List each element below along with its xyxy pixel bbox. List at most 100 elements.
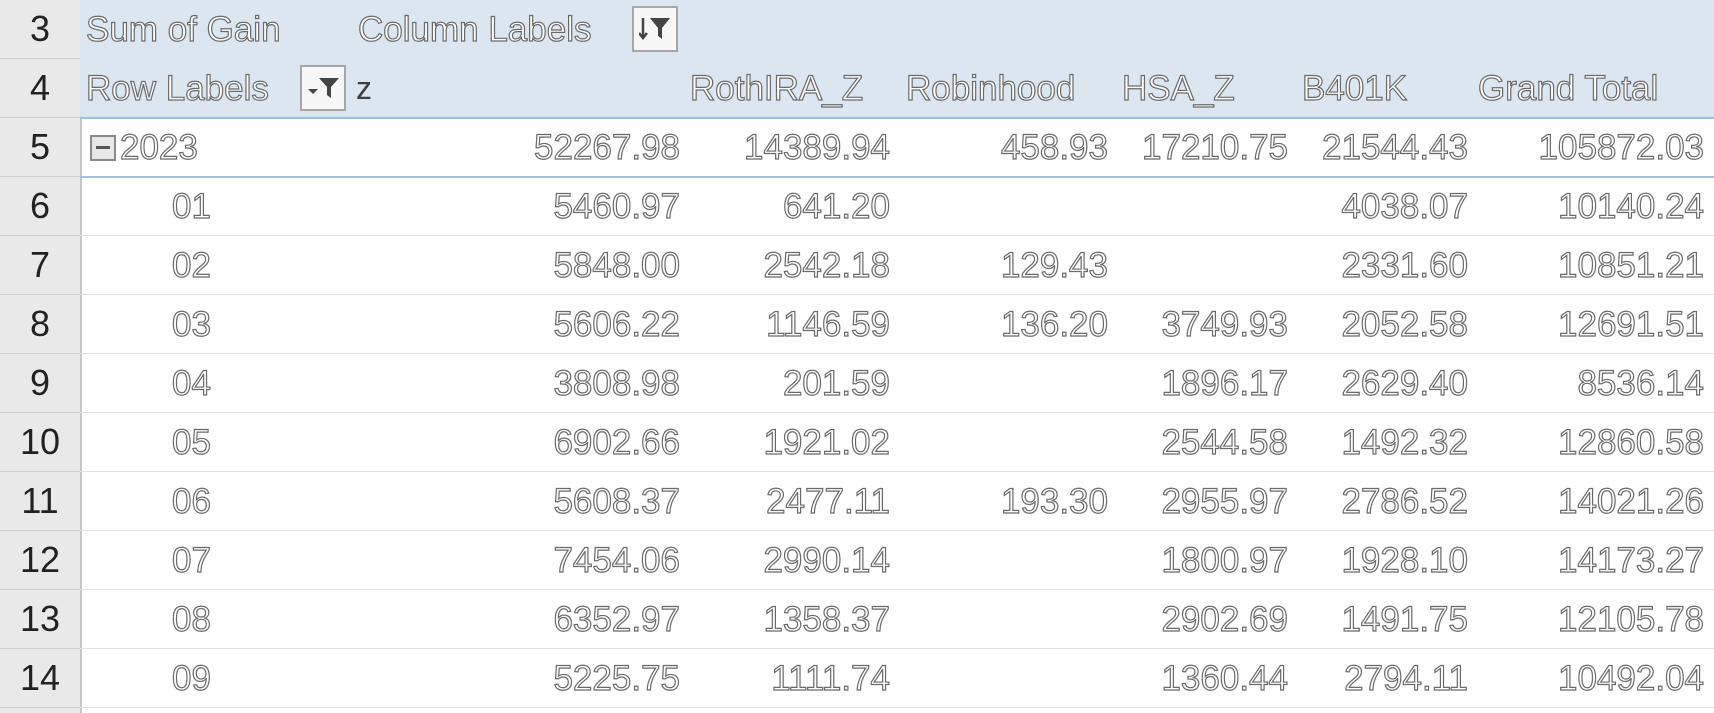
table-cell[interactable]: 2052.58 <box>1341 304 1468 344</box>
table-cell[interactable]: 1492.32 <box>1341 422 1468 462</box>
table-cell[interactable]: 1928.10 <box>1341 540 1468 580</box>
month-label[interactable]: 02 <box>172 245 212 285</box>
table-cell[interactable]: 5606.22 <box>553 304 680 344</box>
table-cell[interactable]: 201.59 <box>782 363 890 403</box>
column-header-rothira[interactable]: RothIRA_Z <box>690 68 864 108</box>
row-field-z[interactable]: z <box>356 70 372 106</box>
row-number[interactable]: 3 <box>0 0 80 59</box>
table-row: 12 07 7454.06 2990.14 1800.97 1928.10 14… <box>0 531 1714 590</box>
table-cell[interactable]: 6902.66 <box>553 422 680 462</box>
row-number[interactable]: 8 <box>0 295 80 354</box>
table-cell[interactable]: 12860.58 <box>1557 422 1704 462</box>
table-cell[interactable]: 2786.52 <box>1341 481 1468 521</box>
table-cell[interactable]: 12691.51 <box>1557 304 1704 344</box>
row-number[interactable]: 5 <box>0 118 80 177</box>
column-labels-header[interactable]: Column Labels <box>358 9 592 49</box>
month-label[interactable]: 01 <box>172 186 212 226</box>
table-cell[interactable]: 1491.75 <box>1341 599 1468 639</box>
row-labels-header[interactable]: Row Labels <box>86 68 269 108</box>
table-cell[interactable]: 2990.14 <box>763 540 890 580</box>
row-number[interactable]: 4 <box>0 59 80 118</box>
table-cell[interactable] <box>900 590 1108 649</box>
column-header-b401k[interactable]: B401K <box>1302 68 1408 108</box>
table-cell[interactable]: 2955.97 <box>1161 481 1288 521</box>
column-header-robinhood[interactable]: Robinhood <box>906 68 1076 108</box>
table-cell[interactable]: 1358.37 <box>763 599 890 639</box>
table-cell[interactable]: 4038.07 <box>1341 186 1468 226</box>
table-cell[interactable]: 3749.93 <box>1161 304 1288 344</box>
row-filter-button[interactable] <box>300 65 346 111</box>
row-number[interactable]: 14 <box>0 649 80 708</box>
year-label: 2023 <box>119 127 198 167</box>
year-value[interactable]: 17210.75 <box>1141 127 1288 167</box>
table-cell[interactable] <box>900 649 1108 708</box>
table-cell[interactable] <box>900 531 1108 590</box>
table-cell[interactable]: 1360.44 <box>1161 658 1288 698</box>
collapse-icon[interactable] <box>90 134 116 161</box>
table-cell[interactable]: 1896.17 <box>1161 363 1288 403</box>
row-number[interactable]: 6 <box>0 177 80 236</box>
table-cell[interactable]: 641.20 <box>782 186 890 226</box>
table-cell[interactable]: 2794.11 <box>1343 658 1468 698</box>
table-cell[interactable]: 10140.24 <box>1557 186 1704 226</box>
table-cell[interactable]: 12105.78 <box>1557 599 1704 639</box>
table-cell[interactable] <box>900 413 1108 472</box>
table-cell[interactable]: 10492.04 <box>1557 658 1704 698</box>
table-cell[interactable]: 8536.14 <box>1577 363 1704 403</box>
month-label[interactable]: 05 <box>172 422 212 462</box>
table-cell[interactable]: 6352.97 <box>553 599 680 639</box>
table-cell[interactable] <box>900 177 1108 236</box>
row-number[interactable]: 10 <box>0 413 80 472</box>
year-value[interactable]: 14389.94 <box>743 127 890 167</box>
column-header-hsa[interactable]: HSA_Z <box>1122 68 1235 108</box>
table-cell[interactable] <box>1112 236 1288 295</box>
table-cell[interactable]: 2629.40 <box>1341 363 1468 403</box>
table-cell[interactable]: 5608.37 <box>553 481 680 521</box>
table-cell[interactable]: 10851.21 <box>1557 245 1704 285</box>
value-field-label[interactable]: Sum of Gain <box>86 9 281 49</box>
year-value[interactable]: 21544.43 <box>1321 127 1468 167</box>
table-cell[interactable]: 2544.58 <box>1161 422 1288 462</box>
month-label[interactable]: 06 <box>172 481 212 521</box>
table-cell[interactable]: 2542.18 <box>763 245 890 285</box>
table-cell[interactable]: 2331.60 <box>1341 245 1468 285</box>
table-cell[interactable]: 136.20 <box>1000 304 1108 344</box>
table-cell[interactable]: 5848.00 <box>553 245 680 285</box>
table-cell[interactable]: 2477.11 <box>765 481 890 521</box>
table-cell[interactable]: 2902.69 <box>1161 599 1288 639</box>
table-cell[interactable]: 1800.97 <box>1161 540 1288 580</box>
year-label-cell[interactable]: 2023 <box>90 118 290 177</box>
table-cell[interactable]: 5460.97 <box>553 186 680 226</box>
table-cell[interactable]: 1146.59 <box>765 304 890 344</box>
table-cell[interactable]: 5225.75 <box>553 658 680 698</box>
row-number[interactable]: 13 <box>0 590 80 649</box>
month-label[interactable]: 04 <box>172 363 212 403</box>
table-cell[interactable]: 1921.02 <box>763 422 890 462</box>
table-row: 10 05 6902.66 1921.02 2544.58 1492.32 12… <box>0 413 1714 472</box>
row-number[interactable]: 9 <box>0 354 80 413</box>
table-row: 14 09 5225.75 1111.74 1360.44 2794.11 10… <box>0 649 1714 708</box>
table-cell[interactable]: 193.30 <box>1000 481 1108 521</box>
month-label[interactable]: 09 <box>172 658 212 698</box>
table-cell[interactable] <box>1112 177 1288 236</box>
table-cell[interactable]: 7454.06 <box>553 540 680 580</box>
row-number[interactable]: 7 <box>0 236 80 295</box>
row-number[interactable]: 12 <box>0 531 80 590</box>
month-label[interactable]: 03 <box>172 304 212 344</box>
table-cell[interactable]: 14173.27 <box>1557 540 1704 580</box>
table-cell[interactable]: 3808.98 <box>553 363 680 403</box>
table-cell[interactable]: 1111.74 <box>771 658 890 698</box>
year-value[interactable]: 105872.03 <box>1538 127 1704 167</box>
month-label[interactable]: 08 <box>172 599 212 639</box>
column-filter-button[interactable] <box>632 6 678 52</box>
dropdown-filter-icon <box>308 78 339 98</box>
year-value[interactable]: 52267.98 <box>533 127 680 167</box>
header-divider <box>80 117 1714 119</box>
table-cell[interactable] <box>900 354 1108 413</box>
month-label[interactable]: 07 <box>172 540 212 580</box>
table-cell[interactable]: 129.43 <box>1000 245 1108 285</box>
row-number[interactable]: 11 <box>0 472 80 531</box>
year-value[interactable]: 458.93 <box>1000 127 1108 167</box>
table-cell[interactable]: 14021.26 <box>1557 481 1704 521</box>
column-header-grand-total[interactable]: Grand Total <box>1478 68 1659 108</box>
